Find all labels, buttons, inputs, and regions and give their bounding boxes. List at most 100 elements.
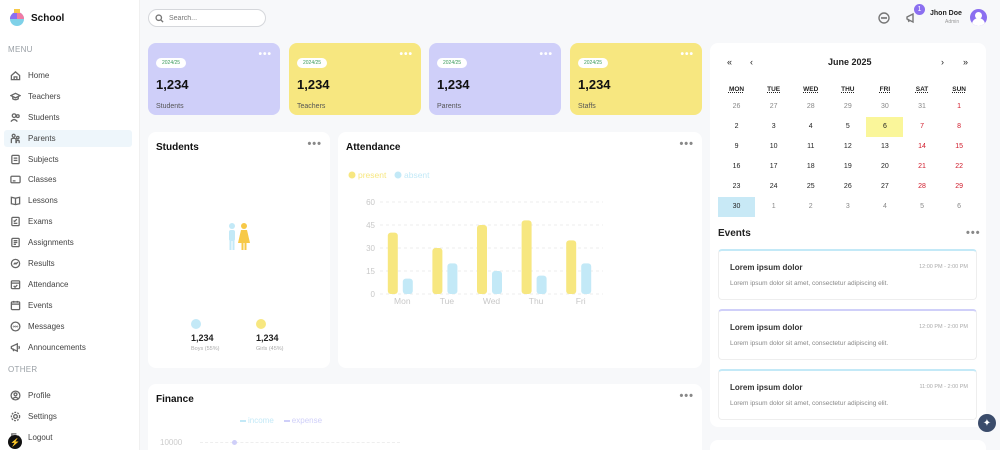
bar-absent-wed (492, 271, 502, 294)
stat-value: 1,234 (578, 77, 611, 92)
next-month-button[interactable]: › (941, 57, 944, 67)
calendar-day[interactable]: 18 (806, 163, 815, 170)
teacher-icon (10, 91, 21, 102)
sidebar-item-attendance[interactable]: Attendance (4, 276, 132, 293)
more-options-icon[interactable]: ••• (679, 390, 694, 402)
calendar-day[interactable]: 4 (808, 123, 813, 130)
y-tick-label: 15 (366, 267, 375, 276)
calendar-day[interactable]: 28 (918, 183, 926, 190)
x-tick-label: Thu (529, 296, 544, 306)
calendar-day[interactable]: 26 (843, 183, 852, 190)
calendar-day[interactable]: 3 (845, 203, 850, 210)
more-options-icon[interactable]: ••• (539, 49, 553, 60)
sidebar-item-results[interactable]: Results (4, 255, 132, 272)
sidebar-item-exams[interactable]: Exams (4, 213, 132, 230)
sidebar-item-students[interactable]: Students (4, 109, 132, 126)
stat-label: Teachers (297, 103, 326, 110)
calendar-day[interactable]: 1 (771, 203, 776, 210)
more-options-icon[interactable]: ••• (307, 138, 322, 150)
calendar-day[interactable]: 6 (957, 203, 962, 210)
sidebar-item-announcements[interactable]: Announcements (4, 339, 132, 356)
more-options-icon[interactable]: ••• (679, 138, 694, 150)
sidebar-item-assignments[interactable]: Assignments (4, 234, 132, 251)
bar-absent-mon (402, 278, 413, 294)
weekday-header: WED (803, 86, 819, 93)
calendar-day[interactable]: 19 (843, 163, 852, 170)
stat-card-staffs: 2024/25 ••• 1,234 Staffs (570, 43, 702, 115)
event-card[interactable]: Lorem ipsum dolor 12:00 PM - 2:00 PM Lorem… (718, 309, 977, 360)
more-options-icon[interactable]: ••• (680, 49, 694, 60)
home-icon (10, 70, 21, 81)
more-options-icon[interactable]: ••• (966, 227, 981, 239)
calendar-day[interactable]: 28 (806, 103, 815, 110)
calendar-day[interactable]: 2 (808, 203, 813, 210)
calendar-day[interactable]: 8 (957, 123, 962, 130)
sidebar-item-label: Events (28, 300, 53, 310)
sidebar-item-home[interactable]: Home (4, 67, 132, 84)
sidebar-item-teachers[interactable]: Teachers (4, 88, 132, 105)
more-options-icon[interactable]: ••• (258, 49, 272, 60)
sidebar-item-profile[interactable]: Profile (4, 387, 132, 404)
announcement-icon[interactable] (904, 11, 918, 25)
sidebar-item-parents[interactable]: Parents (4, 129, 132, 147)
calendar-day[interactable]: 29 (955, 183, 963, 190)
calendar-day[interactable]: 1 (957, 103, 962, 110)
calendar-day[interactable]: 24 (769, 183, 778, 190)
calendar-day[interactable]: 22 (955, 163, 963, 170)
sparkle-icon[interactable]: ✦ (978, 414, 996, 432)
sidebar-item-subjects[interactable]: Subjects (4, 151, 132, 168)
calendar-day[interactable]: 2 (734, 123, 739, 130)
calendar-day[interactable]: 27 (881, 183, 889, 190)
calendar-day[interactable]: 10 (769, 143, 778, 150)
sidebar-item-logout[interactable]: Logout (4, 429, 132, 446)
sidebar-item-label: Parents (28, 133, 56, 143)
profile-icon (10, 390, 21, 401)
calendar-day[interactable]: 26 (732, 103, 741, 110)
calendar-day[interactable]: 7 (920, 123, 924, 130)
bolt-icon[interactable]: ⚡ (8, 435, 22, 449)
calendar-month-label[interactable]: June 2025 (828, 57, 872, 67)
calendar-day[interactable]: 30 (718, 197, 756, 217)
calendar-day[interactable]: 15 (955, 143, 963, 150)
calendar-day[interactable]: 29 (843, 103, 852, 110)
sidebar-item-settings[interactable]: Settings (4, 408, 132, 425)
event-card[interactable]: Lorem ipsum dolor 11:00 PM - 2:00 PM Lorem… (718, 369, 977, 420)
sidebar-item-classes[interactable]: Classes (4, 171, 132, 188)
calendar-day[interactable]: 27 (769, 103, 778, 110)
calendar-day[interactable]: 21 (918, 163, 926, 170)
event-card[interactable]: Lorem ipsum dolor 12:00 PM - 2:00 PM Lorem… (718, 249, 977, 300)
calendar-day[interactable]: 3 (771, 123, 776, 130)
prev-year-button[interactable]: « (727, 57, 733, 67)
avatar[interactable] (970, 9, 987, 26)
calendar-day[interactable]: 25 (806, 183, 815, 190)
stat-card-teachers: 2024/25 ••• 1,234 Teachers (289, 43, 421, 115)
calendar-day[interactable]: 16 (732, 163, 741, 170)
prev-month-button[interactable]: ‹ (750, 57, 753, 67)
calendar-day[interactable]: 5 (845, 123, 850, 130)
messages-icon[interactable] (877, 11, 891, 25)
bar-absent-thu (536, 275, 547, 294)
calendar-day[interactable]: 23 (732, 183, 741, 190)
calendar-day[interactable]: 11 (807, 143, 815, 150)
sidebar-item-lessons[interactable]: Lessons (4, 192, 132, 209)
calendar-day[interactable]: 31 (918, 103, 926, 110)
sidebar-item-messages[interactable]: Messages (4, 318, 132, 335)
calendar-day[interactable]: 4 (882, 203, 887, 210)
search-input[interactable] (169, 14, 259, 22)
calendar-day[interactable]: 30 (881, 103, 889, 110)
calendar-day[interactable]: 14 (918, 143, 926, 150)
finance-legend: income expense (240, 416, 322, 425)
stat-card-students: 2024/25 ••• 1,234 Students (148, 43, 280, 115)
calendar-day[interactable]: 13 (881, 143, 889, 150)
sidebar-item-events[interactable]: Events (4, 297, 132, 314)
next-year-button[interactable]: » (963, 57, 969, 67)
calendar-day[interactable]: 5 (920, 203, 924, 210)
calendar-day[interactable]: 20 (881, 163, 889, 170)
more-options-icon[interactable]: ••• (399, 49, 413, 60)
search-bar[interactable] (148, 9, 266, 27)
calendar-day[interactable]: 12 (843, 143, 852, 150)
calendar-day[interactable]: 17 (769, 163, 778, 170)
calendar-day[interactable]: 9 (734, 143, 739, 150)
logo[interactable]: School (9, 9, 64, 27)
calendar-day[interactable]: 6 (866, 117, 904, 137)
